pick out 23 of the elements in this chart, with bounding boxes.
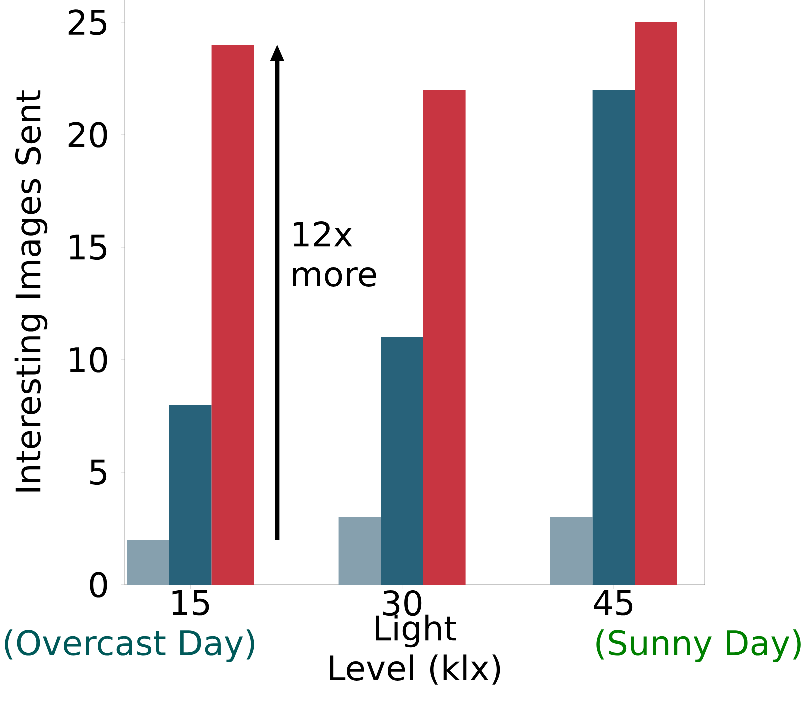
bar [381,337,424,585]
y-tick-label: 15 [70,234,107,260]
bar [212,44,254,585]
bar [338,517,382,585]
y-tick-label: 0 [90,572,108,598]
bar [423,90,466,585]
bar [127,540,170,585]
x-tick-label: 15 [172,590,210,616]
bar [550,517,593,585]
y-tick-label: 20 [68,122,108,148]
y-tick-label: 25 [68,10,107,36]
bar [169,404,212,585]
bar [635,22,678,585]
x-tick-label: 30 [383,590,422,616]
text: (Sunny Day) [596,630,801,662]
x-tick-label: 45 [594,590,633,616]
annotation: 12x more [293,222,376,287]
y-tick-label: 10 [70,347,108,373]
y-tick-label: 5 [90,460,107,486]
x-axis-title: Light Level (klx) [330,614,500,685]
text: (Overcast Day) [5,630,254,662]
bar [592,90,636,585]
y-axis-title: Interesting Images Sent [14,90,48,492]
